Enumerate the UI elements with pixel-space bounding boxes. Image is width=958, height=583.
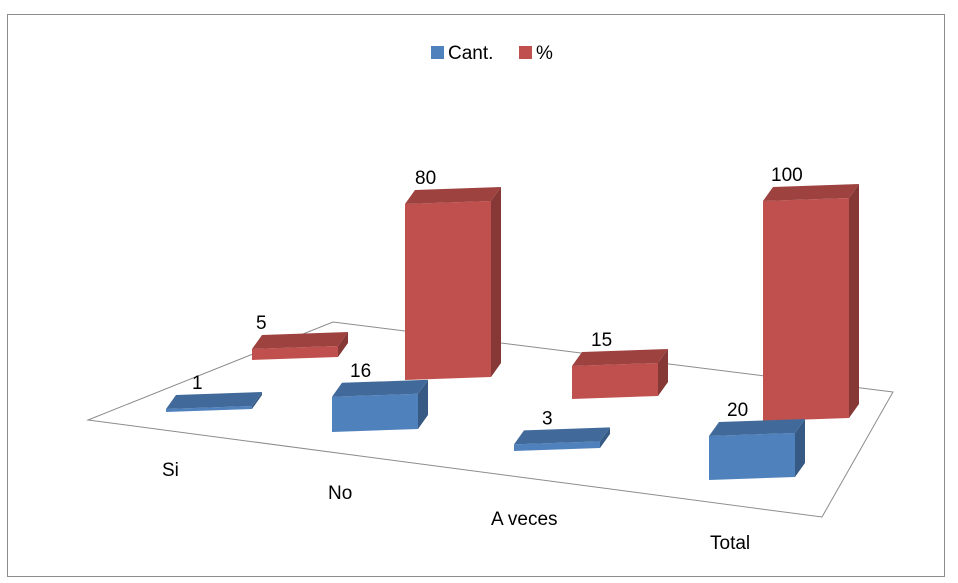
bar-front-no-percent bbox=[405, 201, 491, 380]
value-label-no-cant: 16 bbox=[350, 361, 371, 382]
legend: Cant. % bbox=[431, 43, 553, 64]
legend-label-percent: % bbox=[536, 43, 553, 64]
legend-swatch-cant bbox=[431, 46, 444, 59]
category-label-no: No bbox=[328, 483, 352, 504]
bar-side-total-percent bbox=[849, 184, 859, 418]
bar-side-si-percent bbox=[338, 332, 348, 357]
bar-top-si-cant bbox=[166, 392, 262, 409]
bar-front-a-veces-cant bbox=[514, 441, 600, 451]
chart-floor bbox=[86, 321, 894, 518]
bar-side-no-percent bbox=[491, 187, 501, 377]
bar-top-no-percent bbox=[405, 187, 501, 204]
bar-front-total-percent bbox=[763, 198, 849, 421]
value-labels: 5 80 15 1 100 16 3 20 bbox=[192, 165, 803, 429]
bar-top-si-percent bbox=[252, 332, 348, 349]
bar-side-a-veces-cant bbox=[600, 427, 610, 448]
value-label-total-cant: 20 bbox=[727, 400, 748, 421]
bar-top-total-cant bbox=[709, 419, 805, 436]
bar-front-si-percent bbox=[252, 346, 338, 360]
value-label-a-veces-percent: 15 bbox=[591, 330, 612, 351]
bar-total-percent bbox=[763, 184, 859, 421]
legend-label-cant: Cant. bbox=[448, 43, 493, 64]
bar-side-a-veces-percent bbox=[658, 349, 668, 396]
bar-si-cant bbox=[166, 392, 262, 412]
bar-si-percent bbox=[252, 332, 348, 360]
value-label-a-veces-cant: 3 bbox=[542, 408, 553, 429]
legend-swatch-percent bbox=[519, 46, 532, 59]
bar-front-a-veces-percent bbox=[572, 363, 658, 399]
bar-side-si-cant bbox=[252, 392, 262, 409]
bar-a-veces-percent bbox=[572, 349, 668, 399]
value-label-no-percent: 80 bbox=[415, 168, 436, 189]
bar-front-si-cant bbox=[166, 406, 252, 412]
bar-top-a-veces-percent bbox=[572, 349, 668, 366]
bar-no-percent bbox=[405, 187, 501, 380]
category-label-a-veces: A veces bbox=[491, 509, 558, 530]
category-label-total: Total bbox=[710, 533, 750, 554]
bar-front-no-cant bbox=[332, 393, 418, 432]
bar-side-total-cant bbox=[795, 419, 805, 477]
bar-front-total-cant bbox=[709, 433, 795, 480]
bar-no-cant bbox=[332, 379, 428, 432]
value-label-si-cant: 1 bbox=[192, 373, 203, 394]
bar-top-a-veces-cant bbox=[514, 427, 610, 445]
bar-top-total-percent bbox=[763, 184, 859, 201]
bar-a-veces-cant bbox=[514, 427, 610, 451]
bar-total-cant bbox=[709, 419, 805, 480]
bar-top-no-cant bbox=[332, 379, 428, 397]
bar-side-no-cant bbox=[418, 379, 428, 429]
value-label-total-percent: 100 bbox=[771, 165, 803, 186]
value-label-si-percent: 5 bbox=[256, 313, 267, 334]
bars bbox=[166, 184, 859, 480]
category-label-si: Si bbox=[162, 460, 179, 481]
